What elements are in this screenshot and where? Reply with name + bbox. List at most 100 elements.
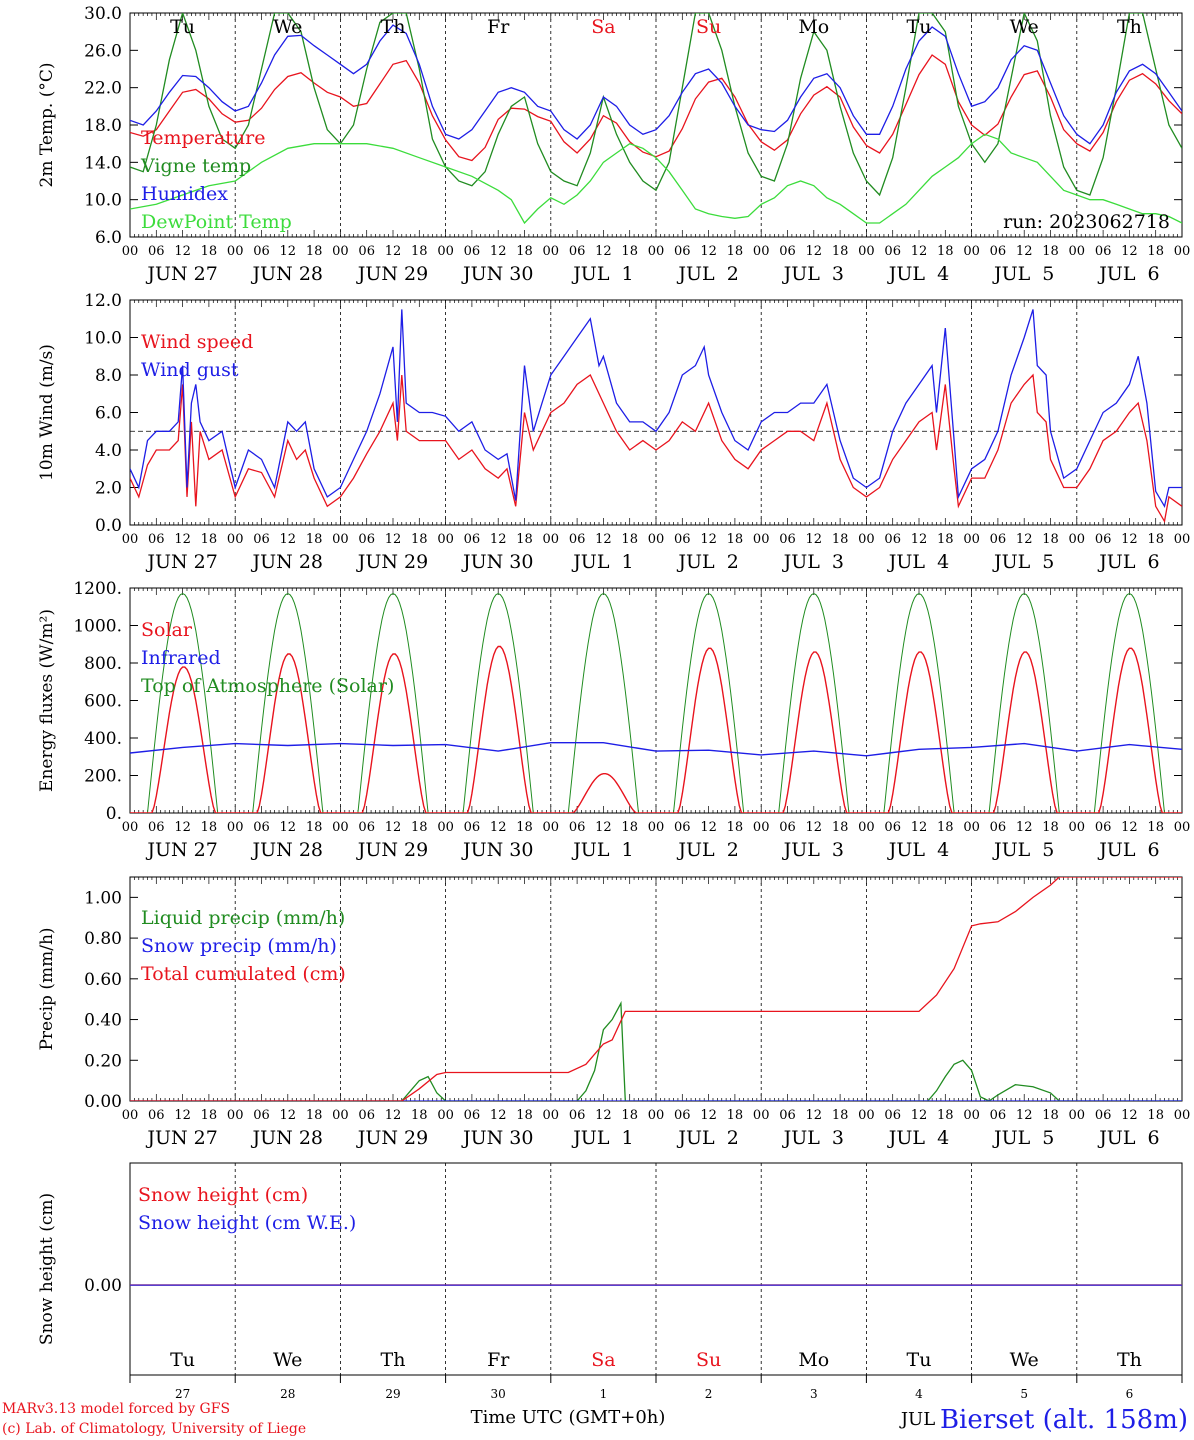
x-hour-tick-label: 18 bbox=[201, 244, 218, 259]
x-hour-tick-label: 12 bbox=[806, 1108, 823, 1123]
x-hour-tick-label: 00 bbox=[753, 244, 770, 259]
x-hour-tick-label: 12 bbox=[806, 244, 823, 259]
plot-area bbox=[130, 593, 1182, 813]
x-hour-tick-label: 12 bbox=[174, 244, 191, 259]
panel-energy: Energy fluxes (W/m²) 0. 200. 400. 600. 800. 10… bbox=[37, 579, 1190, 861]
x-date-label: JUN 30 bbox=[461, 263, 533, 285]
x-hour-tick-label: 18 bbox=[832, 244, 849, 259]
x-hour-tick-label: 12 bbox=[911, 820, 928, 835]
x-hour-tick-label: 12 bbox=[385, 244, 402, 259]
x-hour-tick-label: 00 bbox=[963, 1108, 980, 1123]
x-date-label: JUN 27 bbox=[145, 263, 217, 285]
x-hour-tick-label: 00 bbox=[437, 244, 454, 259]
footer-time-axis-label: Time UTC (GMT+0h) bbox=[471, 1407, 666, 1428]
x-hour-tick-label: 06 bbox=[884, 820, 901, 835]
x-date-label: JUL 6 bbox=[1097, 551, 1159, 573]
x-hour-tick-label: 06 bbox=[884, 532, 901, 547]
x-hour-tick-label: 18 bbox=[516, 1108, 533, 1123]
day-abbr-label: Mo bbox=[798, 1349, 829, 1371]
footer-station-overlap-label: JUL bbox=[899, 1409, 935, 1430]
x-hour-tick-label: 00 bbox=[858, 532, 875, 547]
x-hour-tick-label: 18 bbox=[1147, 244, 1164, 259]
x-hour-tick-label: 18 bbox=[621, 820, 638, 835]
x-hour-tick-label: 06 bbox=[1095, 244, 1112, 259]
x-hour-tick-label: 00 bbox=[122, 820, 139, 835]
x-hour-tick-label: 18 bbox=[306, 820, 323, 835]
y-tick-label: 0.0 bbox=[95, 516, 122, 536]
x-hour-tick-label: 18 bbox=[1147, 1108, 1164, 1123]
x-date-label: JUN 27 bbox=[145, 839, 217, 861]
x-hour-tick-label: 00 bbox=[858, 820, 875, 835]
x-hour-tick-label: 06 bbox=[990, 820, 1007, 835]
x-hour-tick-label: 06 bbox=[464, 1108, 481, 1123]
y-tick-label: 0.80 bbox=[84, 929, 122, 949]
day-abbr-label: Th bbox=[381, 1349, 406, 1371]
x-hour-tick-label: 00 bbox=[753, 1108, 770, 1123]
legend-entry: Total cumulated (cm) bbox=[141, 963, 346, 985]
x-date-label: JUL 1 bbox=[571, 839, 633, 861]
x-hour-tick-label: 06 bbox=[358, 820, 375, 835]
x-hour-tick-label: 06 bbox=[569, 244, 586, 259]
y-tick-label: 0.00 bbox=[84, 1276, 122, 1296]
x-hour-tick-label: 06 bbox=[990, 244, 1007, 259]
x-hour-tick-label: 12 bbox=[700, 532, 717, 547]
x-hour-tick-label: 12 bbox=[1121, 532, 1138, 547]
x-hour-tick-label: 00 bbox=[332, 532, 349, 547]
x-hour-tick-label: 12 bbox=[280, 820, 297, 835]
day-abbr-label: We bbox=[273, 16, 302, 38]
legend-entry: Wind gust bbox=[141, 359, 239, 381]
x-hour-tick-label: 00 bbox=[648, 532, 665, 547]
x-hour-tick-label: 12 bbox=[911, 1108, 928, 1123]
x-hour-tick-label: 06 bbox=[148, 244, 165, 259]
y-tick-label: 14.0 bbox=[84, 153, 122, 173]
x-hour-tick-label: 12 bbox=[280, 1108, 297, 1123]
x-hour-tick-label: 12 bbox=[911, 244, 928, 259]
x-hour-tick-label: 00 bbox=[437, 1108, 454, 1123]
x-date-label: JUL 6 bbox=[1097, 263, 1159, 285]
y-tick-label: 800. bbox=[84, 654, 122, 674]
x-hour-tick-label: 00 bbox=[1174, 532, 1191, 547]
x-hour-tick-label: 06 bbox=[464, 244, 481, 259]
x-hour-tick-label: 00 bbox=[437, 820, 454, 835]
x-hour-tick-label: 00 bbox=[332, 820, 349, 835]
x-hour-tick-label: 06 bbox=[779, 532, 796, 547]
x-hour-tick-label: 12 bbox=[595, 244, 612, 259]
day-abbr-label: Fr bbox=[487, 16, 510, 38]
x-hour-tick-label: 18 bbox=[1042, 820, 1059, 835]
series-infrared bbox=[130, 742, 1182, 757]
x-hour-tick-label: 12 bbox=[174, 532, 191, 547]
y-axis-label: 10m Wind (m/s) bbox=[37, 344, 57, 481]
x-hour-tick-label: 00 bbox=[963, 244, 980, 259]
x-hour-tick-label: 06 bbox=[884, 1108, 901, 1123]
x-hour-tick-label: 06 bbox=[674, 532, 691, 547]
legend-entry: Temperature bbox=[141, 127, 265, 149]
footer-model-credit: MARv3.13 model forced by GFS bbox=[2, 1401, 230, 1417]
x-hour-tick-label: 18 bbox=[621, 532, 638, 547]
x-date-label: JUN 29 bbox=[356, 1127, 428, 1149]
x-hour-tick-label: 06 bbox=[358, 1108, 375, 1123]
x-date-label: JUL 4 bbox=[887, 551, 949, 573]
legend-entry: DewPoint Temp bbox=[141, 211, 292, 233]
x-hour-tick-label: 12 bbox=[1121, 244, 1138, 259]
day-abbr-label: Sa bbox=[591, 16, 615, 38]
series-temperature bbox=[130, 54, 1182, 162]
x-hour-tick-label: 00 bbox=[858, 244, 875, 259]
x-hour-tick-label: 18 bbox=[621, 244, 638, 259]
day-abbr-label: Th bbox=[1117, 16, 1142, 38]
x-date-label: JUL 5 bbox=[992, 263, 1054, 285]
y-tick-label: 400. bbox=[84, 729, 122, 749]
x-hour-tick-label: 06 bbox=[1095, 532, 1112, 547]
x-hour-tick-label: 00 bbox=[332, 244, 349, 259]
x-hour-tick-label: 06 bbox=[569, 820, 586, 835]
x-hour-tick-label: 18 bbox=[727, 532, 744, 547]
x-hour-tick-label: 18 bbox=[411, 244, 428, 259]
x-hour-tick-label: 12 bbox=[700, 820, 717, 835]
x-hour-tick-label: 06 bbox=[358, 532, 375, 547]
x-date-label: JUN 28 bbox=[251, 263, 323, 285]
x-hour-tick-label: 18 bbox=[306, 244, 323, 259]
x-hour-tick-label: 12 bbox=[1121, 820, 1138, 835]
panel-temp: 2m Temp. (°C) 6.0 10.0 14.0 18.0 22.0 26.0 30.0… bbox=[37, 4, 1190, 285]
x-hour-tick-label: 18 bbox=[306, 1108, 323, 1123]
y-tick-label: 8.0 bbox=[95, 366, 122, 386]
